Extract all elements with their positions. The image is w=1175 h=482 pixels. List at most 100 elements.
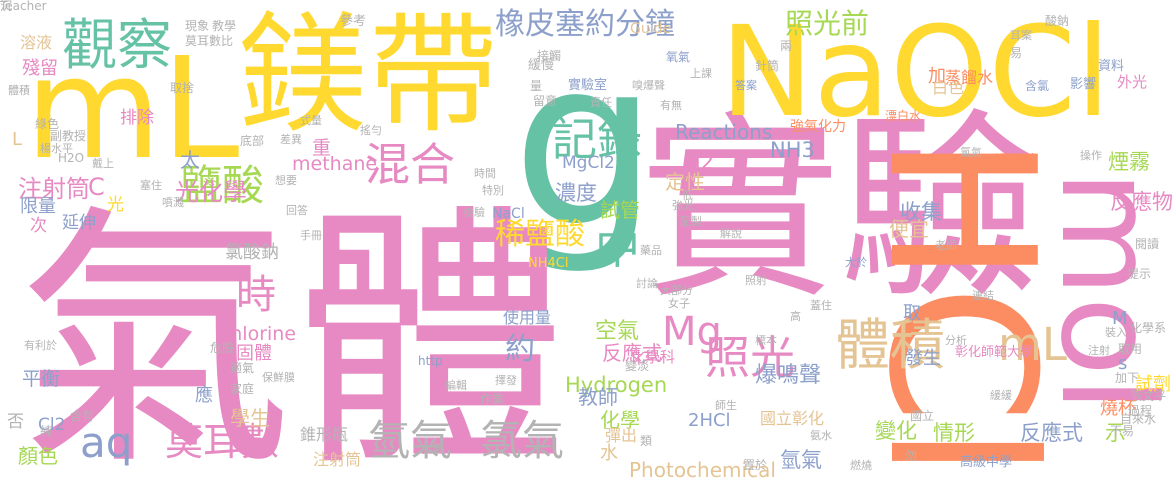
word-80: 燒杯 <box>1100 398 1136 419</box>
word-109: 上課 <box>690 67 712 80</box>
word-164: 塞住 <box>140 179 162 192</box>
word-141: 自來水 <box>1120 412 1157 426</box>
word-160: 保鮮膜 <box>262 371 295 384</box>
word-165: 手冊 <box>300 229 322 242</box>
word-187: 高 <box>790 310 801 323</box>
word-33: 收集 <box>900 200 942 224</box>
word-8: 觀察 <box>62 13 173 77</box>
word-1: 氣體 <box>18 182 568 482</box>
word-49: 示 <box>1105 421 1126 445</box>
word-100: 外光 <box>1117 73 1148 91</box>
word-73: 排除 <box>120 108 154 128</box>
word-156: 含有 <box>70 409 95 423</box>
word-53: 2HCl <box>688 410 731 431</box>
word-19: 照光 <box>705 331 796 384</box>
word-75: 溶液 <box>20 33 53 52</box>
word-95: 強氧化力 <box>790 119 846 135</box>
word-12: 鹽酸 <box>180 161 265 210</box>
word-88: 化學科 <box>630 348 676 366</box>
word-136: 取用 <box>1118 342 1143 356</box>
word-18: Mg <box>662 309 722 355</box>
word-63: 學生 <box>230 406 270 430</box>
word-148: 國立 <box>910 409 935 423</box>
word-72: L <box>12 129 23 150</box>
word-149: 分析 <box>945 334 967 347</box>
word-89: NaCl <box>492 206 525 222</box>
word-180: 耳案 <box>1010 29 1032 42</box>
word-62: 固體 <box>236 343 272 364</box>
word-68: 次 <box>30 216 47 236</box>
word-40: methane <box>292 153 378 175</box>
word-94: 實驗室 <box>568 78 608 93</box>
word-9: 體積 <box>835 313 946 377</box>
word-168: 戴上 <box>92 157 114 170</box>
word-65: 顏色 <box>18 444 58 468</box>
word-99: 影響 <box>1070 77 1097 92</box>
word-150: 標本 <box>755 334 777 347</box>
word-55: 教師 <box>578 385 618 409</box>
word-145: 置於 <box>743 458 768 472</box>
word-6: NaOCl <box>720 0 1111 145</box>
word-169: 副教授 <box>50 129 87 143</box>
word-77: 白色 <box>932 78 965 97</box>
word-144: 氨水 <box>810 429 832 442</box>
word-14: 照光前 <box>785 7 870 40</box>
word-31: 反應式 <box>602 341 662 365</box>
word-67: 限量 <box>20 196 56 217</box>
word-57: 重 <box>312 137 332 159</box>
word-132: 閱讀 <box>1135 237 1160 251</box>
word-116: 搖勻 <box>360 124 382 137</box>
word-58: 定性 <box>665 170 705 194</box>
word-50: 氫氣 <box>780 448 822 472</box>
word-153: 編輯 <box>445 379 467 392</box>
word-108: 氧氣 <box>666 50 691 64</box>
word-85: 錐形瓶 <box>300 425 349 444</box>
word-0: g <box>512 11 658 278</box>
word-152: 擇發 <box>495 374 517 387</box>
word-76: 加 <box>928 66 946 87</box>
word-155: 次氣 <box>420 442 445 456</box>
word-23: 氫氣 <box>368 416 453 465</box>
word-21: 莫耳數 <box>165 420 280 464</box>
word-183: 連結 <box>972 289 994 302</box>
word-79: 試劑 <box>1135 374 1171 395</box>
word-43: H2 <box>685 150 715 174</box>
word-142: 注射 <box>1088 344 1110 357</box>
word-106: 莫耳數比 <box>185 34 234 48</box>
word-78: 蒸餾水 <box>945 68 994 87</box>
word-138: 張文平 <box>1130 389 1167 403</box>
word-123: 解說 <box>720 227 742 240</box>
word-5: 鎂帶 <box>238 0 499 151</box>
word-7: mol <box>1032 170 1175 413</box>
word-154: 作業 <box>480 392 505 406</box>
word-151: 變淡 <box>625 359 650 373</box>
word-34: 煙霧 <box>1108 150 1150 174</box>
word-127: 照射 <box>745 274 767 287</box>
word-171: H2O <box>58 151 85 165</box>
word-27: C <box>88 173 105 201</box>
word-172: 綠色 <box>35 117 60 131</box>
word-114: 取捨 <box>170 81 195 95</box>
word-29: 爆鳴聲 <box>755 363 822 388</box>
word-22: aq <box>80 418 133 467</box>
word-122: 配製 <box>680 215 702 228</box>
word-13: 橡皮塞約分鐘 <box>495 7 675 42</box>
word-98: 含氯 <box>1025 79 1050 93</box>
word-128: 大於 <box>845 256 867 269</box>
word-119: 時間 <box>474 167 496 180</box>
word-90: NH4Cl <box>528 256 569 271</box>
word-44: NH3 <box>770 138 815 162</box>
word-48: 反應式 <box>1020 421 1083 445</box>
word-170: 楊水平 <box>40 142 73 155</box>
word-35: 發生 <box>905 348 941 369</box>
word-47: 情形 <box>933 421 975 445</box>
word-137: 加下 <box>1115 371 1140 385</box>
word-66: 否 <box>7 412 24 432</box>
word-105: 教學 <box>212 19 237 33</box>
word-87: 國立彰化 <box>760 409 825 428</box>
word-3: HCl <box>844 134 1077 480</box>
word-175: 緩慢 <box>528 58 555 73</box>
word-174: 接觸 <box>537 49 562 63</box>
word-125: 藥品 <box>640 244 662 257</box>
